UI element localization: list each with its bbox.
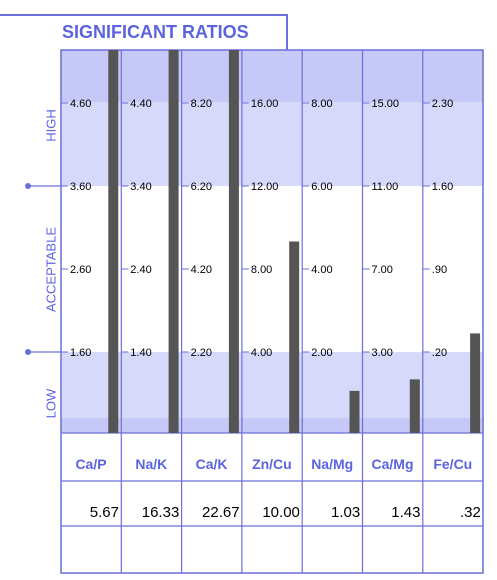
- tick-label: 12.00: [251, 181, 279, 193]
- ratio-value-zn-cu: 10.00: [262, 504, 300, 521]
- tick-label: 15.00: [372, 98, 400, 110]
- tick-label: 11.00: [372, 181, 399, 193]
- tick-label: 6.20: [191, 181, 212, 193]
- tick-label: 8.20: [191, 98, 212, 110]
- tick-label: 4.20: [191, 264, 212, 276]
- tick-label: 3.40: [130, 181, 151, 193]
- tick-label: 8.00: [311, 98, 332, 110]
- ratio-name-na-k: Na/K: [135, 456, 168, 472]
- tick-label: 3.60: [70, 181, 91, 193]
- ratio-bar: [409, 379, 420, 433]
- tick-label: 6.00: [311, 181, 332, 193]
- tick-label: 3.00: [372, 347, 393, 359]
- ratio-name-zn-cu: Zn/Cu: [252, 456, 292, 472]
- ratio-name-na-mg: Na/Mg: [311, 456, 354, 472]
- ratio-bar: [470, 333, 481, 433]
- ratio-bar: [168, 50, 179, 433]
- tick-label: 2.40: [130, 264, 151, 276]
- tick-label: .90: [432, 264, 447, 276]
- ratio-value-na-k: 16.33: [141, 504, 180, 521]
- tick-label: 16.00: [251, 98, 279, 110]
- tick-label: .20: [432, 347, 447, 359]
- tick-label: 7.00: [372, 264, 393, 276]
- chart-title: SIGNIFICANT RATIOS: [62, 22, 249, 42]
- zone-marker-dot: [25, 349, 31, 355]
- tick-label: 1.40: [130, 347, 151, 359]
- grid-frame: [60, 49, 484, 574]
- ratio-value-ca-k: 22.67: [202, 504, 240, 521]
- tick-label: 2.20: [191, 347, 212, 359]
- ratio-bar: [228, 50, 239, 433]
- ratio-value-na-mg: 1.03: [330, 504, 361, 521]
- ratio-value-ca-mg: 1.43: [391, 504, 421, 521]
- tick-label: 4.00: [311, 264, 332, 276]
- high-band-top: [61, 50, 483, 102]
- tick-label: 1.60: [70, 347, 91, 359]
- tick-label: 4.00: [251, 347, 272, 359]
- tick-label: 4.60: [70, 98, 91, 110]
- ratio-name-fe-cu: Fe/Cu: [433, 456, 473, 472]
- low-band-bottom: [61, 418, 483, 433]
- tick-label: 2.60: [70, 264, 91, 276]
- tick-label: 8.00: [251, 264, 272, 276]
- zone-marker-dot: [25, 183, 31, 189]
- tick-label: 2.00: [311, 347, 332, 359]
- ratio-name-ca-mg: Ca/Mg: [371, 456, 414, 472]
- tick-label: 1.60: [432, 181, 453, 193]
- ratio-name-ca-p: Ca/P: [75, 456, 107, 472]
- ratio-value-ca-p: 5.67: [89, 504, 119, 521]
- tick-label: 4.40: [130, 98, 151, 110]
- ratio-bar: [289, 241, 300, 433]
- tick-label: 2.30: [432, 98, 453, 110]
- title-frame: [0, 14, 288, 50]
- ratio-name-ca-k: Ca/K: [195, 456, 228, 472]
- ratio-value-fe-cu: .32: [459, 504, 481, 521]
- ratio-bar: [108, 50, 119, 433]
- ratio-bar: [349, 390, 360, 433]
